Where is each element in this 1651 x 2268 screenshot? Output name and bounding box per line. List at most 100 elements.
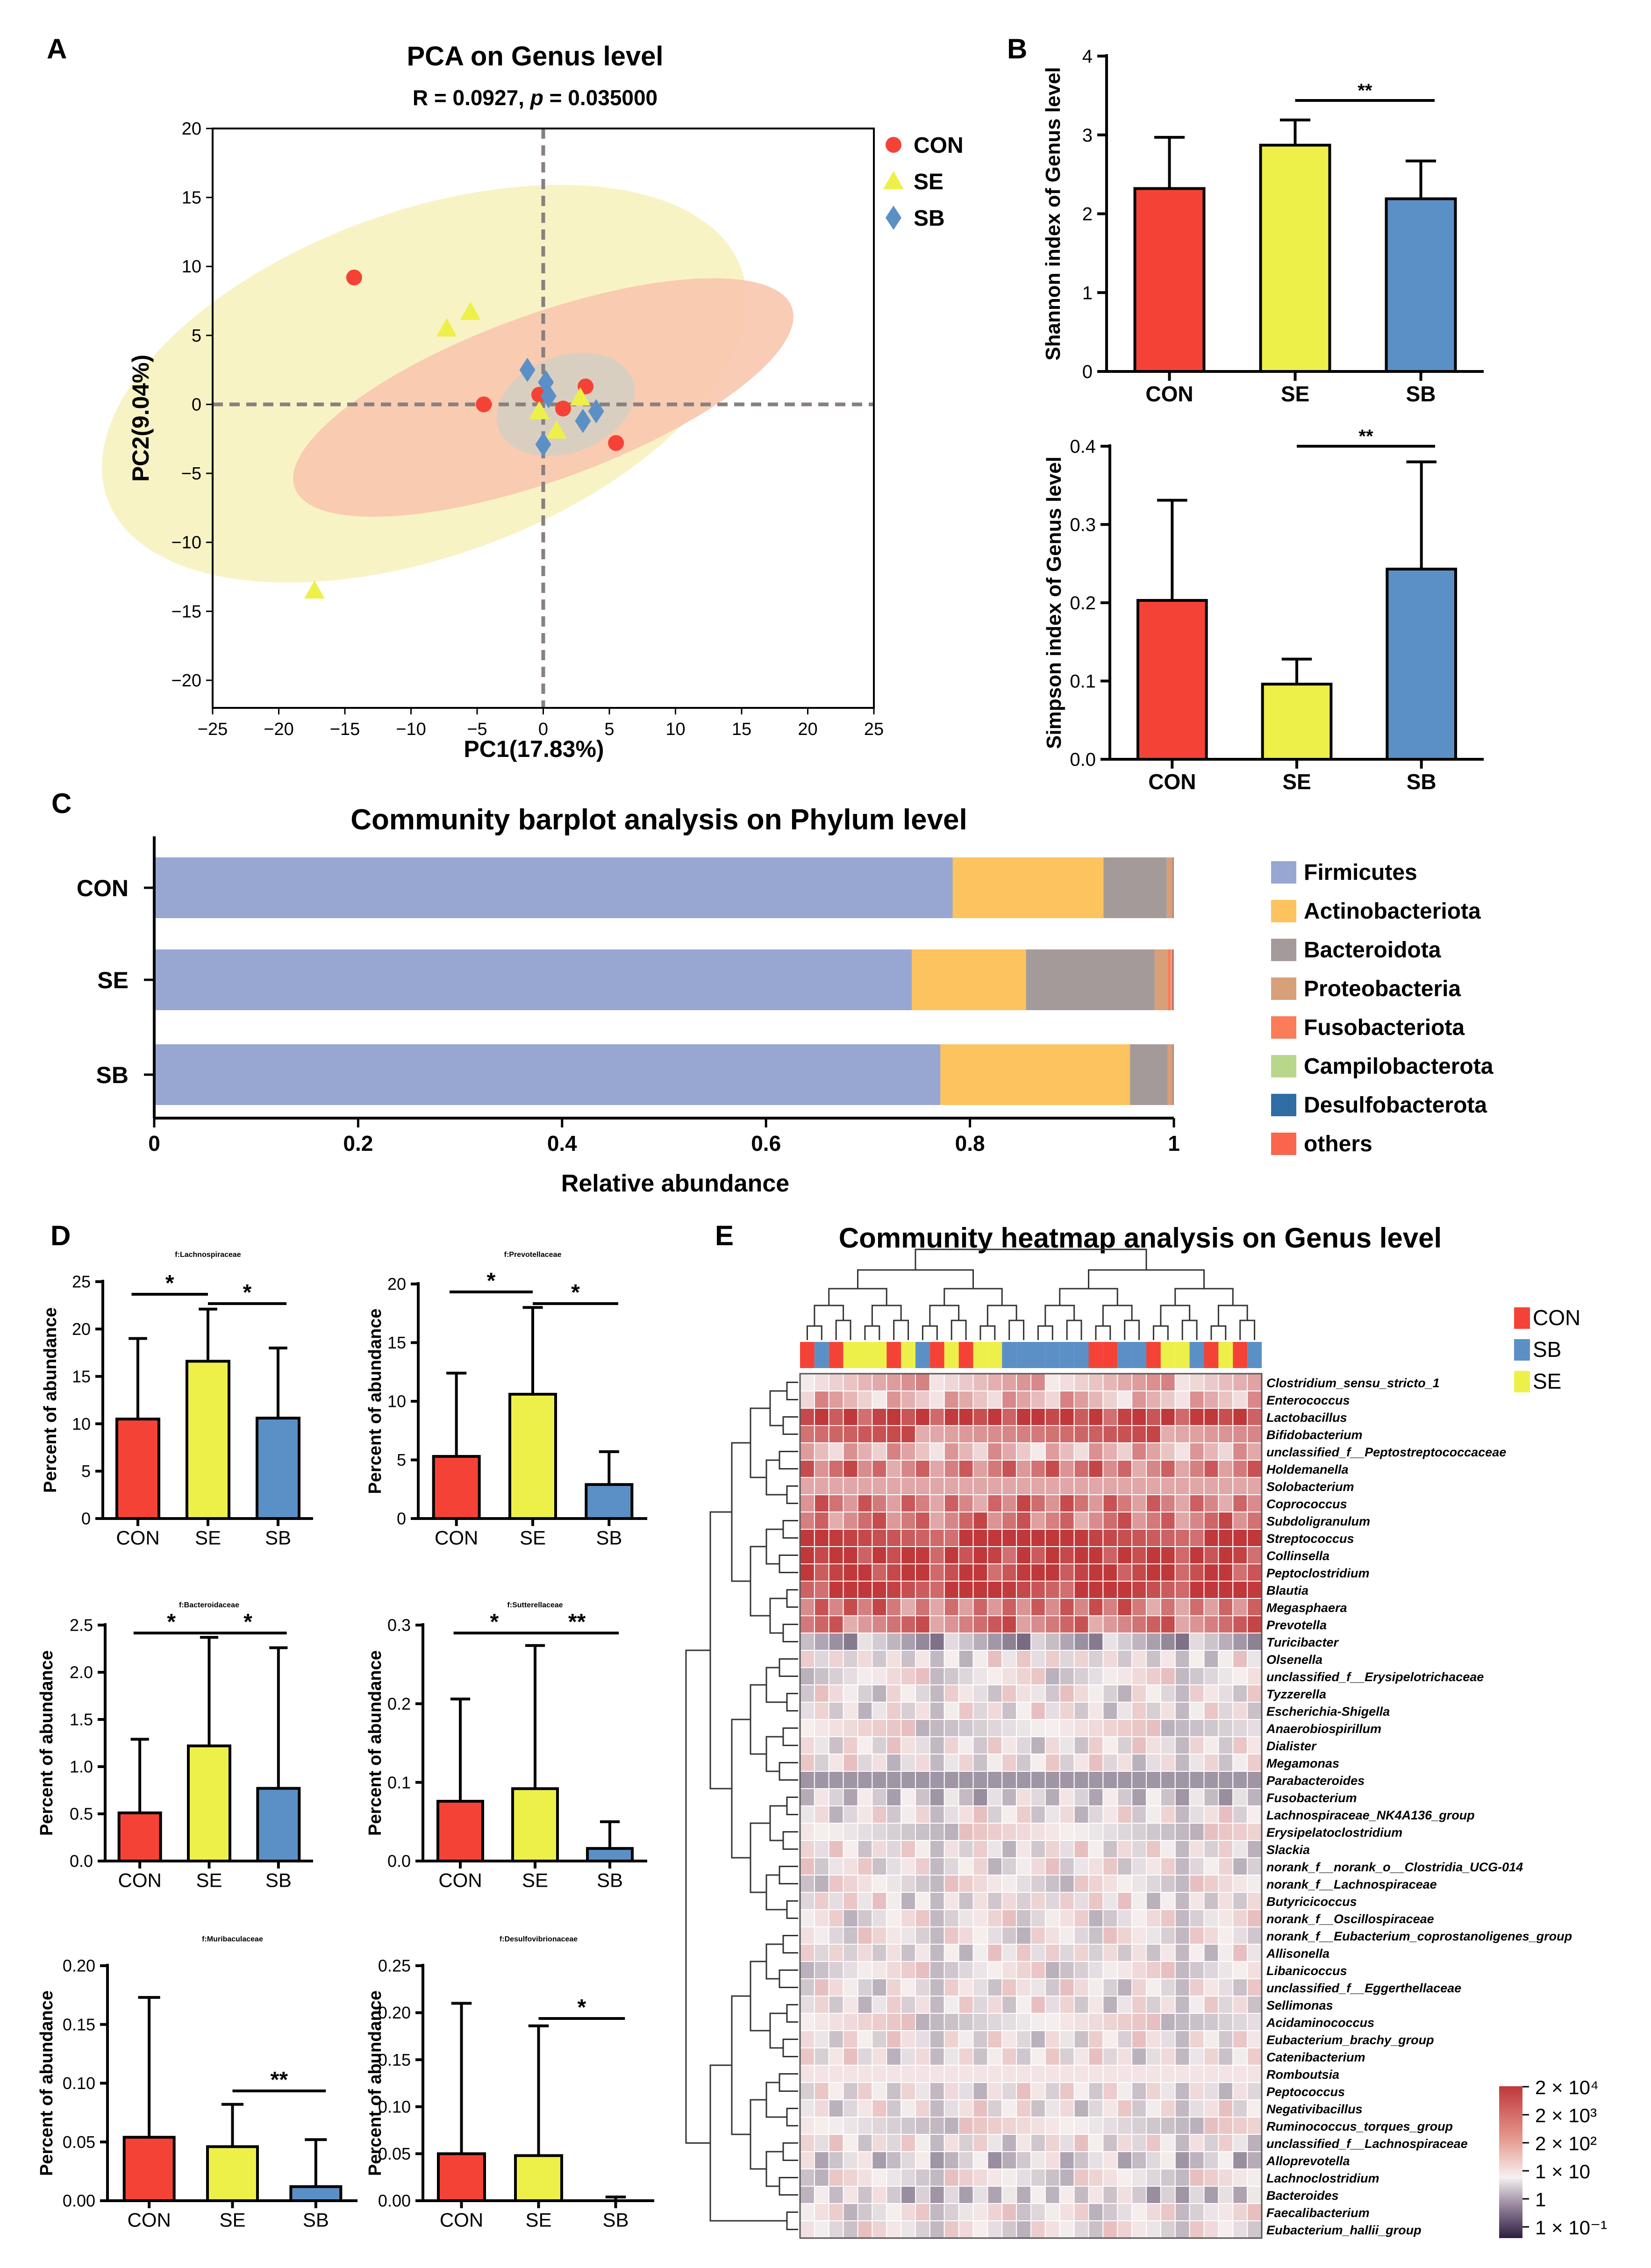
heatmap-cell [972, 2117, 988, 2135]
heatmap-cell [1160, 1391, 1176, 1409]
heatmap-cell [886, 1615, 902, 1633]
heatmap-cell [843, 1529, 858, 1547]
heatmap-cell [929, 2168, 945, 2187]
heatmap-cell [1001, 2047, 1017, 2066]
heatmap-cell [814, 1650, 829, 1668]
heatmap-cell [929, 2047, 945, 2066]
heatmap-cell [1088, 1460, 1104, 1478]
heatmap-cell [1059, 1823, 1075, 1841]
heatmap-cell [843, 1857, 858, 1876]
heatmap-cell [987, 1408, 1003, 1426]
heatmap-cell [1174, 2151, 1190, 2169]
heatmap-cell [943, 1702, 959, 1720]
heatmap-cell [1059, 2082, 1075, 2100]
bactero-title: f:Bacteroidaceae [179, 1601, 239, 1609]
heatmap-cell [1016, 1926, 1031, 1945]
heatmap-cell [972, 2186, 988, 2204]
heatmap-cell [1218, 1892, 1234, 1910]
heatmap-cell [1131, 2013, 1147, 2031]
heatmap-cell [1131, 1442, 1147, 1461]
heatmap-cell [814, 1667, 829, 1685]
heatmap-cell [828, 1719, 844, 1737]
heatmap-cell [1247, 1702, 1262, 1720]
heatmap-cell [1117, 1460, 1133, 1478]
heatmap-cell [1232, 1978, 1248, 1997]
heatmap-cell [943, 2151, 959, 2169]
heatmap-cell [886, 1961, 902, 1979]
shannon-bar-se [1259, 143, 1331, 373]
heatmap-cell [828, 2168, 844, 2187]
heatmap-cell [843, 1667, 858, 1685]
heatmap-cell [915, 2030, 930, 2048]
heatmap-cell [886, 1736, 902, 1754]
heatmap-cell [1030, 1909, 1046, 1927]
heatmap-cell [1203, 1805, 1219, 1824]
heatmap-cell [1016, 1408, 1031, 1426]
row-dendrogram-link [786, 2108, 798, 2126]
heatmap-cell [1088, 2065, 1104, 2083]
pca-point-sb-0 [519, 357, 536, 382]
heatmap-cell [1102, 1909, 1118, 1927]
heatmap-row-label: Sellimonas [1266, 1998, 1333, 2012]
heatmap-cell [943, 1598, 959, 1616]
row-dendrogram-link [750, 1546, 770, 1617]
phylum-legend-swatch-desulfobacterota [1271, 1094, 1296, 1116]
phylum-legend-swatch-campilobacterota [1271, 1055, 1296, 1077]
heatmap-cell [1102, 1736, 1118, 1754]
heatmap-title: Community heatmap analysis on Genus leve… [839, 1222, 1442, 1254]
phylum-legend-label-fusobacteriota: Fusobacteriota [1304, 1015, 1465, 1040]
heatmap-cell [1117, 1892, 1133, 1910]
heatmap-cell [1160, 1477, 1176, 1495]
heatmap-cell [1117, 2082, 1133, 2100]
heatmap-cell [929, 1823, 945, 1841]
heatmap-cell [1160, 1771, 1176, 1789]
heatmap-cell [1044, 1373, 1060, 1391]
heatmap-cell [1001, 1442, 1017, 1461]
heatmap-cell [1059, 1961, 1075, 1979]
heatmap-cell [1117, 1736, 1133, 1754]
heatmap-cell [1088, 1736, 1104, 1754]
heatmap-cell [1117, 1494, 1133, 1512]
heatmap-cell [1247, 1460, 1262, 1478]
heatmap-cell [1232, 2065, 1248, 2083]
pca-x-tick-label: 15 [732, 720, 751, 739]
heatmap-cell [1059, 1512, 1075, 1530]
heatmap-cell [843, 1961, 858, 1979]
heatmap-cell [872, 1719, 887, 1737]
phylum-legend-label-firmicutes: Firmicutes [1304, 860, 1417, 885]
heatmap-cell [1001, 1373, 1017, 1391]
heatmap-cell [987, 1805, 1003, 1824]
heatmap-cell [987, 1529, 1003, 1547]
phylum-legend-label-desulfobacterota: Desulfobacterota [1304, 1093, 1487, 1118]
heatmap-cell [1088, 1373, 1104, 1391]
heatmap-cell [1232, 1719, 1248, 1737]
heatmap-cell [1146, 2134, 1161, 2152]
heatmap-cell [1016, 2013, 1031, 2031]
heatmap-cell [1001, 1633, 1017, 1651]
heatmap-cell [958, 2099, 974, 2118]
heatmap-cell [1102, 2065, 1118, 2083]
heatmap-cell [1102, 1529, 1118, 1547]
phylum-segment-actinobacteriota-con [952, 857, 1104, 918]
heatmap-cell [958, 1408, 974, 1426]
simpson-significance-label: ** [1358, 426, 1373, 447]
heatmap-cell [1247, 1684, 1262, 1703]
heatmap-cell [972, 1857, 988, 1876]
heatmap-cell [1102, 1892, 1118, 1910]
heatmap-group-strip-se [987, 1342, 1002, 1368]
heatmap-cell [1073, 2013, 1089, 2031]
heatmap-cell [1131, 1460, 1147, 1478]
heatmap-cell [1218, 1529, 1234, 1547]
heatmap-cell [943, 2099, 959, 2118]
heatmap-cell [1030, 2099, 1046, 2118]
simpson-y-axis-label: Simpson index of Genus level [1043, 456, 1065, 749]
heatmap-cell [915, 1615, 930, 1633]
heatmap-cell [929, 1529, 945, 1547]
phylum-legend-swatch-others [1271, 1133, 1296, 1155]
heatmap-cell [1146, 1615, 1161, 1633]
heatmap-cell [1059, 1667, 1075, 1685]
row-dendrogram-link [782, 1624, 798, 1642]
heatmap-cell [1001, 1512, 1017, 1530]
simpson-y-tick-label: 0.4 [1070, 436, 1096, 457]
heatmap-cell [929, 1996, 945, 2014]
